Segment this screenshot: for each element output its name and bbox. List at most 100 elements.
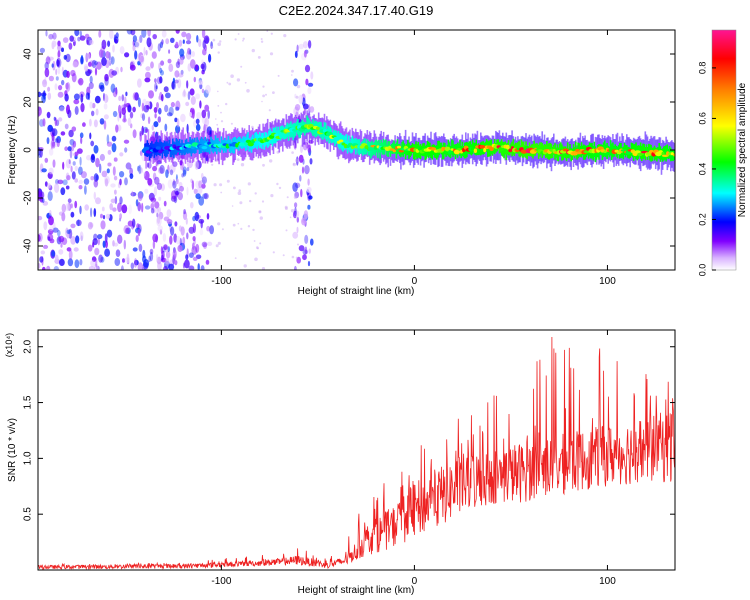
noise-blob	[127, 105, 132, 113]
noise-blob	[237, 222, 240, 225]
noise-blob	[141, 125, 144, 136]
noise-blob	[110, 56, 115, 65]
snr-series-line	[38, 336, 675, 570]
signal-halo	[219, 131, 221, 153]
noise-blob	[94, 247, 100, 256]
noise-blob	[215, 118, 217, 120]
noise-blob	[113, 175, 118, 181]
noise-blob	[98, 254, 103, 263]
noise-blob	[89, 222, 94, 228]
signal-body	[243, 136, 246, 148]
signal-body	[348, 135, 350, 151]
noise-blob	[175, 100, 181, 111]
noise-blob	[56, 136, 61, 144]
noise-blob	[210, 45, 214, 49]
signal-body	[595, 148, 598, 160]
noise-blob	[143, 46, 146, 56]
noise-blob	[236, 158, 240, 162]
noise-blob	[57, 40, 61, 47]
noise-blob	[80, 136, 83, 145]
noise-blob	[296, 84, 301, 89]
noise-blob	[121, 204, 128, 214]
noise-blob	[240, 163, 245, 167]
noise-blob	[233, 186, 236, 190]
noise-blob	[70, 203, 73, 209]
noise-blob	[66, 70, 70, 78]
noise-blob	[270, 32, 273, 35]
noise-blob	[202, 48, 207, 56]
noise-blob	[168, 63, 174, 72]
noise-blob	[104, 176, 110, 184]
noise-blob	[127, 117, 132, 127]
signal-body	[455, 144, 458, 155]
noise-blob	[161, 30, 167, 38]
noise-blob	[156, 102, 159, 109]
noise-blob	[50, 140, 54, 150]
noise-blob	[303, 50, 307, 58]
noise-blob	[54, 83, 58, 91]
signal-body	[214, 135, 217, 152]
noise-blob	[156, 216, 161, 224]
signal-core	[575, 148, 580, 152]
noise-blob	[137, 202, 141, 212]
noise-blob	[105, 213, 111, 220]
colorbar-tick-label: 0.4	[697, 163, 707, 176]
noise-blob	[90, 154, 96, 163]
noise-blob	[120, 66, 123, 73]
signal-body	[170, 144, 173, 157]
noise-blob	[295, 256, 298, 259]
signal-body	[438, 140, 440, 156]
noise-blob	[119, 46, 125, 55]
signal-body	[173, 141, 175, 159]
noise-blob	[58, 235, 65, 243]
signal-body	[473, 142, 475, 153]
noise-blob	[106, 141, 113, 147]
noise-blob	[302, 249, 308, 255]
colorbar-tick-label: 0.8	[697, 62, 707, 75]
noise-blob	[109, 203, 113, 211]
noise-blob	[277, 74, 280, 77]
noise-blob	[67, 146, 72, 152]
noise-blob	[66, 232, 70, 239]
noise-blob	[208, 53, 212, 63]
signal-body	[441, 145, 444, 160]
noise-blob	[186, 32, 192, 41]
signal-core	[583, 150, 590, 154]
noise-blob	[100, 220, 106, 230]
noise-blob	[205, 37, 209, 45]
noise-blob	[195, 118, 200, 125]
noise-blob	[151, 125, 154, 131]
noise-blob	[213, 183, 217, 187]
noise-blob	[84, 185, 87, 195]
colorbar-gradient	[711, 29, 737, 271]
noise-blob	[192, 242, 195, 250]
signal-body	[503, 142, 505, 159]
signal-core	[661, 151, 665, 156]
noise-blob	[166, 112, 173, 117]
noise-blob	[294, 265, 297, 270]
noise-blob	[217, 241, 221, 245]
noise-blob	[265, 93, 267, 96]
noise-blob	[198, 180, 202, 189]
noise-blob	[80, 93, 84, 103]
noise-blob	[199, 228, 204, 236]
noise-blob	[42, 79, 47, 85]
noise-blob	[89, 118, 92, 127]
noise-blob	[159, 67, 163, 74]
noise-blob	[137, 192, 143, 202]
noise-blob	[153, 121, 159, 128]
signal-body	[478, 145, 481, 155]
noise-blob	[52, 159, 56, 168]
noise-blob	[200, 63, 205, 70]
signal-body	[621, 147, 623, 158]
noise-blob	[106, 168, 110, 174]
signal-core	[431, 147, 437, 151]
signal-body	[540, 142, 542, 154]
signal-body	[664, 146, 666, 160]
noise-blob	[112, 110, 118, 118]
noise-blob	[110, 83, 116, 93]
noise-blob	[226, 81, 229, 84]
noise-blob	[307, 144, 311, 154]
noise-blob	[107, 40, 111, 47]
